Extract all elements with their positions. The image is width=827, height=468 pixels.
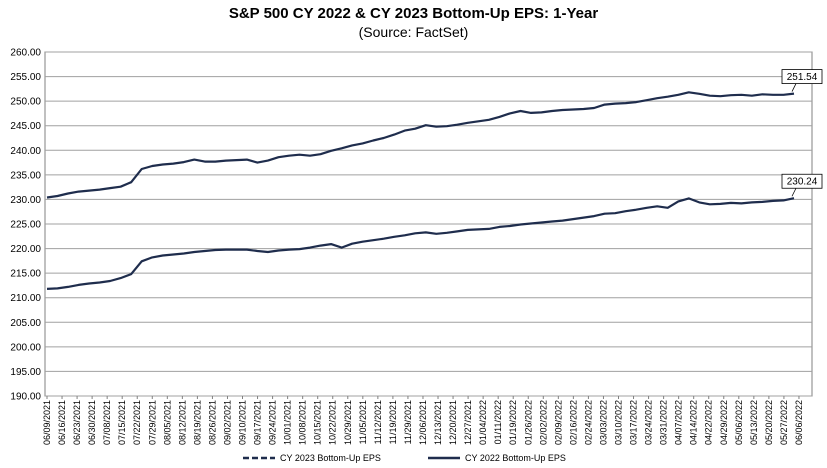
end-value-label: 251.54: [787, 72, 818, 83]
x-tick-label: 04/22/2022: [704, 400, 714, 445]
y-tick-label: 225.00: [10, 220, 41, 231]
x-tick-label: 01/26/2022: [523, 400, 533, 445]
x-tick-label: 02/02/2022: [538, 400, 548, 445]
x-tick-label: 09/10/2021: [238, 400, 248, 445]
x-tick-label: 09/17/2021: [253, 400, 263, 445]
x-tick-label: 01/19/2022: [508, 400, 518, 445]
x-tick-label: 11/19/2021: [388, 400, 398, 444]
x-tick-label: 12/06/2021: [418, 400, 428, 445]
x-tick-label: 09/24/2021: [268, 400, 278, 445]
x-tick-label: 12/27/2021: [463, 400, 473, 445]
x-tick-label: 05/20/2022: [764, 400, 774, 445]
y-tick-label: 215.00: [10, 269, 41, 280]
y-tick-label: 200.00: [10, 342, 41, 353]
end-value-box: [781, 173, 823, 189]
x-tick-label: 12/13/2021: [433, 400, 443, 445]
x-tick-label: 11/05/2021: [358, 400, 368, 444]
y-tick-label: 260.00: [10, 48, 41, 59]
x-tick-label: 01/04/2022: [478, 400, 488, 445]
x-tick-label: 09/02/2021: [222, 400, 232, 445]
end-value-leader: [791, 188, 797, 197]
x-tick-label: 07/08/2021: [102, 400, 112, 445]
legend-label-1: CY 2023 Bottom-Up EPS: [280, 453, 381, 463]
y-tick-label: 255.00: [10, 72, 41, 83]
x-tick-label: 10/15/2021: [313, 400, 323, 445]
x-tick-label: 06/06/2022: [794, 400, 804, 445]
x-tick-label: 03/03/2022: [598, 400, 608, 445]
x-tick-label: 05/13/2022: [749, 400, 759, 445]
x-tick-label: 07/22/2021: [132, 400, 142, 445]
x-tick-label: 05/27/2022: [779, 400, 789, 445]
x-tick-label: 04/14/2022: [689, 400, 699, 445]
x-tick-label: 02/24/2022: [583, 400, 593, 445]
x-tick-label: 11/29/2021: [403, 400, 413, 444]
x-tick-label: 04/29/2022: [719, 400, 729, 445]
x-tick-label: 05/06/2022: [734, 400, 744, 445]
y-tick-label: 195.00: [10, 367, 41, 378]
x-tick-label: 10/08/2021: [298, 400, 308, 445]
x-tick-label: 04/07/2022: [674, 400, 684, 445]
x-tick-label: 08/19/2021: [192, 400, 202, 445]
chart-title: S&P 500 CY 2022 & CY 2023 Bottom-Up EPS:…: [228, 5, 599, 22]
x-tick-label: 02/09/2022: [553, 400, 563, 445]
chart-subtitle: (Source: FactSet): [358, 24, 469, 40]
legend-label-2: CY 2022 Bottom-Up EPS: [465, 453, 566, 463]
y-tick-label: 205.00: [10, 318, 41, 329]
x-tick-label: 03/10/2022: [613, 400, 623, 445]
series-line-1: [46, 91, 795, 199]
x-tick-label: 10/29/2021: [343, 400, 353, 445]
x-tick-label: 10/01/2021: [283, 400, 293, 445]
x-tick-label: 06/30/2021: [87, 400, 97, 445]
x-tick-label: 06/09/2021: [42, 400, 52, 445]
y-tick-label: 250.00: [10, 97, 41, 108]
x-tick-label: 07/29/2021: [147, 400, 157, 445]
x-tick-label: 03/31/2022: [659, 400, 669, 445]
x-tick-label: 10/22/2021: [328, 400, 338, 445]
end-value-box: [781, 69, 823, 84]
end-value-label: 230.24: [787, 177, 818, 188]
x-tick-label: 08/12/2021: [177, 400, 187, 445]
y-tick-label: 240.00: [10, 146, 41, 157]
x-tick-label: 03/17/2022: [629, 400, 639, 445]
x-tick-label: 03/24/2022: [644, 400, 654, 445]
x-tick-label: 01/11/2022: [493, 400, 503, 444]
x-tick-label: 06/16/2021: [57, 400, 67, 445]
y-tick-label: 230.00: [10, 195, 41, 206]
y-tick-label: 190.00: [10, 392, 41, 403]
x-tick-label: 07/15/2021: [117, 400, 127, 445]
x-tick-label: 06/23/2021: [72, 400, 82, 445]
x-tick-label: 12/20/2021: [448, 400, 458, 445]
y-tick-label: 210.00: [10, 293, 41, 304]
series-line-2: [46, 197, 795, 290]
end-value-leader: [791, 83, 797, 92]
x-tick-label: 02/16/2022: [568, 400, 578, 445]
x-tick-label: 11/12/2021: [373, 400, 383, 444]
y-tick-label: 245.00: [10, 121, 41, 132]
y-tick-label: 235.00: [10, 170, 41, 181]
x-tick-label: 08/26/2021: [207, 400, 217, 445]
x-tick-label: 08/05/2021: [162, 400, 172, 445]
y-tick-label: 220.00: [10, 244, 41, 255]
